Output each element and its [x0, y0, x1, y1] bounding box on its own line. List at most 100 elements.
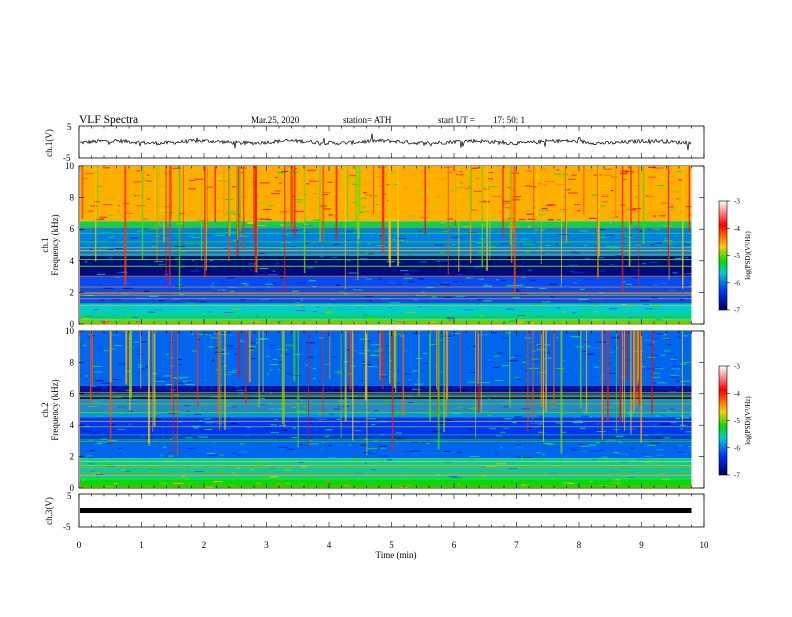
spec1-speckle [662, 225, 673, 227]
spec1-speckle [672, 191, 679, 193]
spec1-speckle [478, 278, 484, 280]
spec2-speckle [255, 342, 259, 344]
spec2-tone [80, 412, 692, 414]
spec1-speckle [365, 194, 372, 196]
spec2-speckle [125, 371, 130, 372]
spec1-speckle [159, 246, 165, 248]
spec1-speckle [372, 201, 382, 203]
spec2-speckle [169, 411, 179, 413]
spec1-speckle [412, 263, 421, 265]
spec2-speckle [279, 424, 287, 426]
spec1-speckle [151, 246, 158, 248]
spec1-speckle [217, 289, 226, 291]
spec1-speckle [453, 281, 463, 283]
spec2-speckle [302, 466, 307, 468]
spec2-speckle [682, 362, 691, 364]
spec2-speckle [572, 472, 577, 474]
spec1-speckle [634, 269, 642, 271]
spec2-sferic [109, 331, 112, 383]
spec2-speckle [609, 438, 619, 440]
spec2-speckle [169, 389, 176, 391]
spec1-speckle [669, 203, 673, 205]
spec1-speckle [558, 175, 564, 177]
spec1-speckle [449, 309, 452, 311]
spec2-speckle [543, 443, 552, 444]
spec1-speckle [403, 277, 413, 279]
spec2-speckle [670, 358, 678, 360]
spec2-speckle [166, 452, 172, 454]
spec2-speckle [377, 455, 388, 457]
spec2-speckle [403, 401, 407, 403]
spec1-speckle [621, 281, 626, 283]
spec1-speckle [108, 240, 117, 242]
spec2-speckle [308, 422, 313, 424]
spec1-speckle [527, 226, 531, 228]
spec1-speckle [669, 243, 673, 245]
spec2-speckle [82, 479, 85, 481]
spec1-speckle [93, 309, 100, 311]
spec1-speckle [676, 198, 680, 200]
spec2-speckle [280, 368, 283, 370]
spec2-sferic [619, 331, 622, 424]
spec2-speckle [226, 345, 234, 347]
spec2-speckle [395, 382, 401, 384]
spec2-sferic [443, 331, 445, 433]
spec2-speckle [574, 419, 583, 421]
spec2-sferic [379, 331, 381, 380]
spec1-speckle [486, 201, 491, 203]
spec1-speckle [591, 206, 597, 208]
ch2-spectrogram [80, 331, 704, 488]
spec1-speckle [333, 243, 340, 245]
spec2-speckle [353, 472, 363, 474]
spec1-speckle [659, 249, 662, 251]
spec1-speckle [549, 283, 557, 285]
spec1-speckle [160, 268, 170, 269]
spec1-sferic [81, 166, 84, 219]
spec1-speckle [211, 282, 215, 284]
spec2-speckle [578, 443, 585, 445]
spec2-speckle [198, 334, 208, 336]
spec1-speckle [345, 179, 355, 181]
spec2-speckle [399, 336, 404, 337]
spec1-sferic [615, 166, 617, 217]
spec1-speckle [314, 261, 318, 263]
spec1-speckle [194, 226, 205, 228]
spec2-speckle [652, 376, 661, 378]
spec1-tone [80, 227, 692, 229]
spec2-sferic [364, 331, 367, 401]
spec2-speckle [504, 418, 512, 420]
spec2-speckle [685, 431, 692, 433]
spec1-speckle [656, 242, 662, 244]
spec2-speckle [202, 404, 210, 406]
spec2-speckle [559, 458, 564, 460]
spec1-speckle [136, 230, 144, 232]
spec2-speckle [182, 380, 193, 382]
spec1-speckle [647, 212, 651, 214]
spec1-speckle [426, 311, 434, 313]
spec1-speckle [255, 274, 266, 276]
spec1-speckle [231, 231, 237, 233]
spec2-sferic [350, 331, 352, 389]
spec1-speckle [461, 269, 466, 271]
spec2-speckle [648, 344, 652, 346]
spec1-speckle [461, 272, 464, 274]
spec1-speckle [209, 260, 213, 261]
spec1-speckle [386, 200, 390, 202]
spec1-speckle [286, 199, 289, 201]
spec2-speckle [580, 427, 586, 429]
spec1-speckle [462, 226, 473, 228]
spec2-sferic [258, 331, 260, 408]
spec1-speckle [654, 167, 664, 169]
spec2-speckle [664, 437, 670, 439]
spec2-speckle [370, 477, 375, 478]
spec1-speckle [515, 284, 523, 286]
spec2-speckle [221, 349, 226, 350]
spec2-speckle [594, 366, 599, 368]
spec2-sferic [445, 331, 447, 418]
spec2-speckle [516, 459, 520, 461]
spec1-speckle [427, 166, 433, 168]
spec2-speckle [270, 364, 279, 366]
spec2-speckle [257, 404, 267, 406]
spec1-speckle [556, 307, 561, 309]
